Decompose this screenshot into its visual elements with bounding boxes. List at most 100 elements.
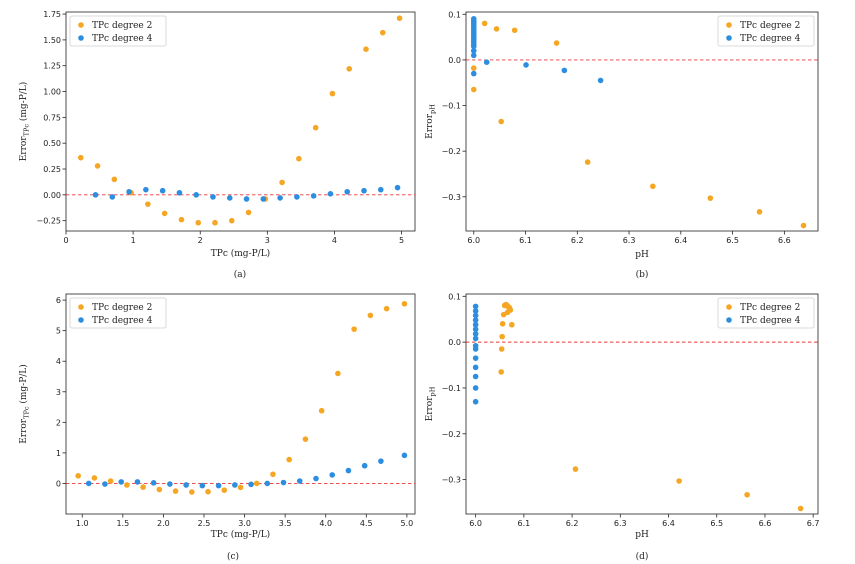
x-tick-label: 5 [399, 236, 404, 245]
legend-marker [78, 317, 84, 323]
data-point-degree-2 [707, 195, 714, 201]
legend-marker [726, 35, 732, 41]
data-point-degree-2 [75, 473, 81, 479]
data-point-degree-4 [472, 303, 479, 310]
data-point-degree-4 [329, 472, 336, 478]
x-tick-label: 5.0 [401, 519, 414, 528]
legend-label: TPc degree 4 [740, 316, 801, 326]
data-point-degree-2 [500, 311, 507, 318]
data-point-degree-4 [523, 62, 529, 68]
chart-panel-d: 6.0 6.1 6.2 6.3 6.4 6.5 6.6 6.7 −0.3 −0.2 −0.1 0.0 0… [425, 292, 820, 562]
data-point-degree-4 [167, 481, 173, 487]
panel-caption: (a) [234, 269, 246, 280]
x-tick-label: 0 [63, 236, 68, 245]
x-tick-label: 6.6 [778, 236, 791, 245]
data-point-degree-4 [472, 312, 479, 319]
data-point-degree-4 [294, 194, 300, 200]
data-point-degree-4 [264, 480, 271, 487]
data-point-degree-4 [260, 196, 267, 202]
plot-frame [65, 11, 416, 232]
legend-label: TPc degree 4 [92, 316, 153, 326]
data-point-degree-4 [232, 482, 238, 488]
y-axis-label: ErrorpH [425, 104, 437, 139]
y-tick-label: 0.0 [448, 338, 461, 347]
data-point-degree-4 [597, 77, 604, 84]
x-tick-label: 6.2 [571, 236, 584, 245]
x-tick-label: 4.0 [319, 519, 332, 528]
data-point-degree-4 [470, 47, 477, 54]
data-point-degree-4 [134, 479, 141, 485]
y-tick-label: −0.1 [442, 102, 461, 111]
data-point-degree-2 [383, 305, 390, 312]
y-axis-label-main: Error [19, 418, 29, 444]
data-point-degree-4 [472, 326, 479, 333]
data-point-degree-4 [470, 43, 477, 50]
data-point-degree-2 [91, 475, 98, 481]
data-point-degree-2 [511, 27, 518, 34]
x-axis-label: pH [635, 250, 649, 260]
data-point-degree-2 [509, 321, 515, 328]
panel-caption: (c) [227, 551, 239, 562]
y-tick-label: −0.2 [442, 147, 461, 156]
chart-panel-b: 6.0 6.1 6.2 6.3 6.4 6.5 6.6 −0.3 −0.2 −0.1 0.0 0.1 T… [425, 10, 819, 280]
y-axis-label: ErrorpH [425, 386, 437, 421]
data-point-degree-2 [493, 26, 500, 32]
y-tick-label: 4 [56, 357, 61, 366]
y-tick-label: 6 [56, 296, 61, 305]
data-point-degree-4 [313, 475, 319, 482]
data-point-degree-2 [756, 209, 763, 215]
plot-frame [465, 11, 819, 232]
y-axis-label-subscript: pH [429, 386, 437, 396]
data-point-degree-2 [329, 90, 336, 97]
data-point-degree-4 [248, 481, 254, 488]
data-point-degree-4 [472, 355, 479, 361]
y-axis-label-main: Error [425, 396, 435, 422]
y-tick-label: −0.1 [442, 384, 461, 393]
data-point-degree-4 [345, 467, 352, 474]
data-point-degree-2 [279, 179, 285, 186]
x-tick-label: 4.5 [360, 519, 373, 528]
y-tick-label: −0.3 [442, 193, 461, 202]
data-point-degree-2 [195, 219, 202, 226]
panel-caption: (d) [636, 551, 649, 562]
data-point-degree-4 [277, 195, 283, 201]
data-point-degree-2 [553, 40, 560, 46]
data-point-degree-2 [161, 210, 168, 217]
data-point-degree-2 [145, 201, 151, 207]
data-point-degree-2 [189, 489, 195, 495]
data-point-degree-2 [470, 65, 477, 71]
y-tick-label: 0.25 [43, 165, 61, 174]
x-tick-label: 3 [265, 236, 270, 245]
data-point-degree-4 [470, 70, 477, 77]
x-axis-label: TPc (mg-P/L) [211, 248, 270, 259]
legend-marker [726, 304, 732, 310]
data-point-degree-4 [472, 373, 479, 380]
x-tick-label: 1.5 [116, 519, 129, 528]
x-tick-label: 3.5 [279, 519, 292, 528]
y-tick-label: 3 [56, 388, 61, 397]
y-tick-label: 0.1 [448, 292, 461, 301]
data-point-degree-4 [199, 482, 206, 489]
x-tick-label: 4 [332, 236, 337, 245]
data-point-degree-2 [499, 333, 505, 340]
data-point-degree-4 [193, 192, 200, 198]
x-tick-label: 6.1 [519, 236, 532, 245]
data-point-degree-4 [296, 478, 303, 484]
x-tick-label: 6.3 [614, 519, 627, 528]
data-point-degree-2 [212, 219, 218, 226]
data-point-degree-2 [335, 370, 341, 377]
data-point-degree-4 [150, 480, 157, 486]
y-axis-label-subscript: pH [429, 104, 437, 114]
data-point-degree-4 [361, 462, 368, 469]
legend-label: TPc degree 2 [740, 303, 800, 313]
data-point-degree-4 [280, 479, 287, 486]
panel-caption: (b) [636, 269, 649, 280]
x-tick-label: 1 [131, 236, 136, 245]
data-point-degree-2 [351, 326, 357, 332]
x-axis-label: TPc (mg-P/L) [211, 529, 270, 540]
data-point-degree-4 [472, 398, 479, 405]
legend-marker [726, 22, 732, 28]
data-point-degree-2 [797, 505, 804, 512]
y-axis-label: ErrorTPc (mg-P/L) [18, 364, 31, 444]
x-tick-label: 6.0 [467, 236, 480, 245]
